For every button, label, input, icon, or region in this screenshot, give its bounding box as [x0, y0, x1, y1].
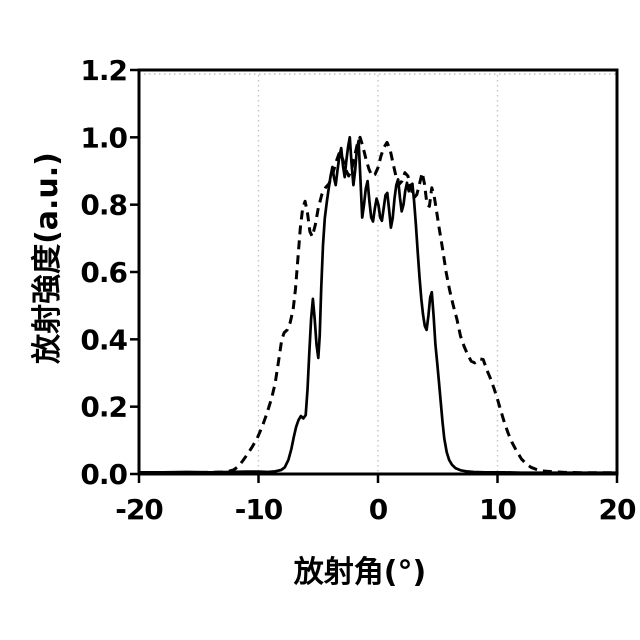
x-tick-label: 10 — [479, 493, 516, 526]
series-lines — [139, 135, 617, 475]
x-tick-label: 20 — [599, 493, 636, 526]
x-axis-ticks: -20 -10 0 10 20 — [115, 475, 637, 526]
gridlines — [139, 70, 617, 474]
y-tick-label: 0.6 — [80, 256, 127, 289]
y-tick-label: 0.2 — [80, 391, 127, 424]
y-tick-label: 0.4 — [80, 323, 127, 356]
plot-border — [137, 68, 619, 476]
x-tick-label: -20 — [115, 493, 163, 526]
y-axis-title: 放射強度(a.u.) — [30, 152, 65, 364]
dashed-curve — [139, 135, 617, 475]
x-tick-label: -10 — [235, 493, 283, 526]
y-tick-label: 1.0 — [80, 121, 127, 154]
y-axis-ticks: 0.0 0.2 0.4 0.6 0.8 1.0 1.2 — [80, 54, 138, 491]
y-tick-label: 0.8 — [80, 189, 127, 222]
y-tick-label: 0.0 — [80, 458, 127, 491]
x-tick-label: 0 — [369, 493, 388, 526]
y-tick-label: 1.2 — [80, 54, 127, 87]
x-axis-title: 放射角(°) — [293, 555, 427, 590]
solid-curve — [139, 135, 617, 475]
